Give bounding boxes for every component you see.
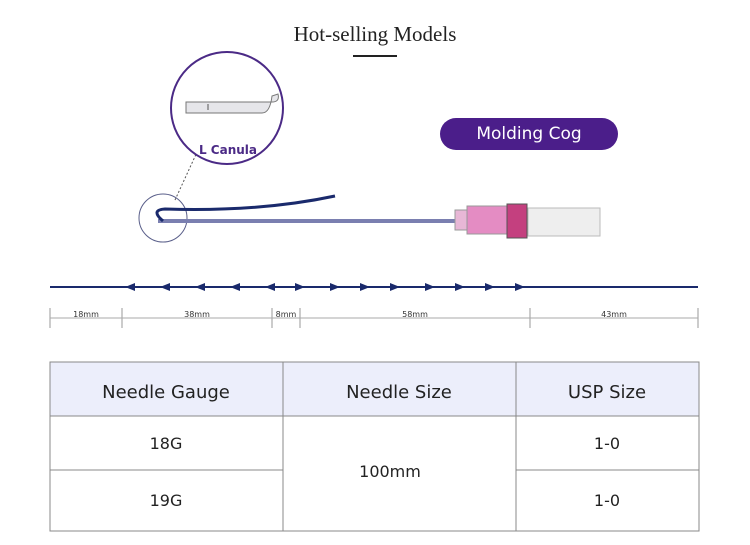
callout-line	[174, 149, 199, 201]
dim-label: 38mm	[184, 310, 210, 319]
cell: 100mm	[359, 462, 421, 481]
cell: 1-0	[594, 434, 620, 453]
cell: 19G	[150, 491, 183, 510]
table	[49, 361, 700, 532]
thread	[155, 194, 336, 223]
hub	[466, 205, 508, 235]
title: Hot-selling Models	[294, 22, 457, 46]
hub-tip	[454, 209, 468, 231]
badge-text: Molding Cog	[476, 124, 581, 144]
cog-right	[390, 283, 400, 291]
cog-right	[330, 283, 340, 291]
cog-left	[125, 283, 135, 291]
cell: 1-0	[594, 491, 620, 510]
dim-label: 18mm	[73, 310, 99, 319]
cog-left	[265, 283, 275, 291]
dimensions: 18mm 38mm 8mm 58mm 43mm	[49, 308, 699, 328]
table-border	[49, 361, 700, 532]
cog-left	[195, 283, 205, 291]
cog-left	[160, 283, 170, 291]
cog-right	[485, 283, 495, 291]
cogs	[125, 283, 525, 291]
header-cell: Needle Size	[346, 382, 452, 403]
dim-label: 58mm	[402, 310, 428, 319]
cog-right	[515, 283, 525, 291]
cog-right	[455, 283, 465, 291]
cog-right	[295, 283, 305, 291]
hub-end	[527, 207, 601, 237]
cog-right	[360, 283, 370, 291]
header-cell: USP Size	[568, 382, 646, 403]
tip-label: L Canula	[199, 143, 257, 157]
dim-label: 43mm	[601, 310, 627, 319]
header-cell: Needle Gauge	[102, 382, 230, 403]
canula-tip	[185, 93, 279, 114]
hub-ring	[506, 203, 528, 239]
cell: 18G	[150, 434, 183, 453]
cog-right	[425, 283, 435, 291]
cog-left	[230, 283, 240, 291]
dim-label: 8mm	[276, 310, 297, 319]
tip-circle	[138, 193, 188, 243]
badge	[440, 118, 618, 150]
